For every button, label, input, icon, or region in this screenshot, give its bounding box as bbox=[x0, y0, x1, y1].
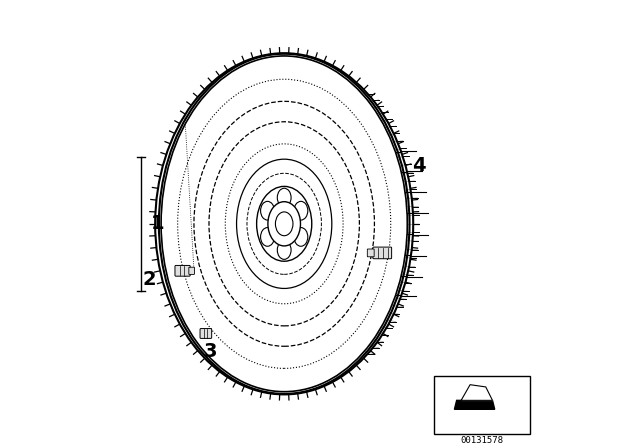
Text: 3: 3 bbox=[204, 342, 217, 362]
FancyBboxPatch shape bbox=[367, 249, 374, 257]
Ellipse shape bbox=[159, 54, 410, 394]
Ellipse shape bbox=[161, 56, 407, 392]
Polygon shape bbox=[461, 385, 492, 401]
Text: 00131578: 00131578 bbox=[461, 436, 504, 445]
Text: 4: 4 bbox=[412, 156, 426, 175]
FancyBboxPatch shape bbox=[175, 266, 190, 276]
Ellipse shape bbox=[275, 212, 293, 236]
Text: 2: 2 bbox=[143, 270, 157, 289]
FancyBboxPatch shape bbox=[189, 267, 195, 274]
Ellipse shape bbox=[268, 202, 301, 246]
FancyBboxPatch shape bbox=[200, 328, 212, 338]
Polygon shape bbox=[454, 401, 495, 409]
Bar bbox=[434, 376, 531, 434]
Ellipse shape bbox=[257, 186, 312, 261]
Text: 1: 1 bbox=[151, 214, 164, 233]
FancyBboxPatch shape bbox=[373, 247, 392, 259]
